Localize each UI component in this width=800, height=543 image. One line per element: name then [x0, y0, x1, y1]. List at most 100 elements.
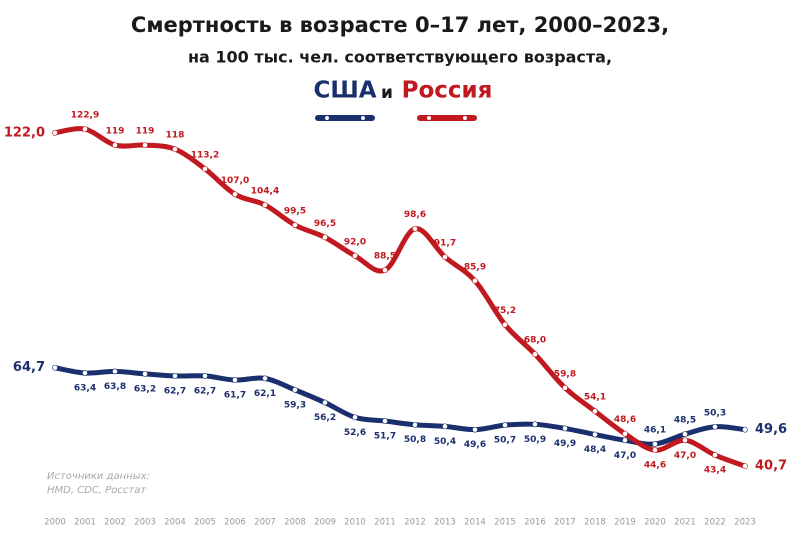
series: 64,7 63,4 63,8 63,2 62,7 62,7 61,7 62,1 59,3 56,2…: [13, 360, 787, 461]
data-point: [292, 222, 298, 228]
data-point: [502, 422, 508, 429]
data-point: [592, 431, 598, 438]
x-tick-label: 2009: [314, 518, 336, 528]
x-tick-label: 2004: [164, 518, 186, 528]
data-label: 92,0: [344, 237, 366, 247]
x-tick-label: 2021: [674, 518, 696, 528]
data-label: 49,9: [554, 439, 576, 449]
x-tick-label: 2003: [134, 518, 156, 528]
chart-subtitle: на 100 тыс. чел. соответствующего возрас…: [188, 48, 612, 67]
data-label: 85,9: [464, 262, 486, 272]
data-point: [82, 126, 88, 133]
chart-title: Смертность в возрасте 0–17 лет, 2000–202…: [131, 13, 669, 37]
data-label: 47,0: [674, 451, 696, 461]
legend-dot: [361, 116, 365, 120]
data-point: [352, 414, 358, 421]
x-tick-label: 2020: [644, 518, 666, 528]
x-tick-label: 2014: [464, 518, 486, 528]
data-point: [682, 431, 688, 438]
data-label: 64,7: [13, 360, 45, 375]
data-label: 63,2: [134, 384, 156, 394]
data-label: 113,2: [191, 150, 219, 160]
data-point: [52, 129, 58, 136]
data-label: 75,2: [494, 306, 516, 316]
data-label: 46,1: [644, 425, 666, 435]
data-label: 88,5: [374, 252, 396, 262]
data-point: [682, 437, 688, 444]
data-point: [442, 254, 448, 260]
data-point: [262, 375, 268, 382]
data-point: [142, 370, 148, 377]
x-tick-label: 2000: [44, 518, 66, 528]
data-label: 50,4: [434, 437, 456, 447]
data-label: 119: [106, 127, 125, 137]
data-point: [142, 142, 148, 148]
x-tick-label: 2006: [224, 518, 246, 528]
data-point: [112, 142, 118, 148]
x-tick-label: 2012: [404, 518, 426, 528]
data-point: [712, 423, 718, 430]
data-point: [322, 399, 328, 406]
data-point: [562, 384, 568, 391]
data-point: [442, 423, 448, 430]
data-point: [652, 447, 658, 454]
data-point: [412, 421, 418, 428]
legend-label: Россия: [402, 78, 493, 104]
data-point: [472, 426, 478, 433]
data-point: [742, 426, 748, 433]
data-point: [322, 234, 328, 241]
data-label: 49,6: [464, 440, 486, 450]
data-point: [712, 452, 718, 458]
legend-label: США: [313, 78, 376, 104]
data-label: 118: [166, 131, 185, 141]
data-point: [52, 364, 58, 371]
data-label: 51,7: [374, 432, 396, 442]
data-label: 122,0: [4, 125, 45, 140]
data-label: 68,0: [524, 336, 546, 346]
data-label: 119: [136, 127, 155, 137]
x-tick-label: 2002: [104, 518, 126, 528]
x-tick-label: 2007: [254, 518, 276, 528]
data-label: 96,5: [314, 219, 336, 229]
x-tick-label: 2001: [74, 518, 96, 528]
x-tick-label: 2005: [194, 518, 216, 528]
series-line: [52, 365, 748, 447]
data-label: 62,7: [164, 386, 186, 396]
data-point: [232, 191, 238, 198]
data-point: [652, 441, 658, 447]
data-label: 50,8: [404, 435, 426, 445]
data-point: [82, 370, 88, 376]
data-point: [202, 373, 208, 379]
data-point: [622, 430, 628, 437]
x-tick-label: 2022: [704, 518, 726, 528]
data-label: 61,7: [224, 391, 246, 401]
data-point: [112, 368, 118, 375]
legend-joiner: и: [381, 83, 393, 103]
data-point: [172, 373, 178, 379]
series-line: [52, 126, 748, 469]
data-point: [532, 421, 538, 428]
data-label: 63,8: [104, 382, 126, 392]
data-label: 49,6: [755, 422, 787, 437]
data-point: [382, 418, 388, 424]
data-label: 59,8: [554, 369, 576, 379]
data-point: [232, 377, 238, 383]
source-label: Источники данных:: [47, 471, 150, 482]
x-tick-label: 2016: [524, 518, 546, 528]
legend-dot: [427, 116, 431, 120]
data-point: [532, 351, 538, 358]
legend-dot: [325, 116, 329, 120]
data-label: 63,4: [74, 384, 96, 394]
data-point: [622, 437, 628, 444]
data-label: 52,6: [344, 428, 366, 438]
source-text: HMD, CDC, Росстат: [47, 485, 147, 496]
data-point: [382, 267, 388, 274]
data-label: 59,3: [284, 400, 306, 410]
data-label: 62,1: [254, 389, 276, 399]
data-label: 48,4: [584, 445, 606, 455]
data-label: 56,2: [314, 413, 336, 423]
x-tick-label: 2018: [584, 518, 606, 528]
data-point: [562, 425, 568, 432]
legend: США и Россия: [313, 78, 492, 104]
data-label: 91,7: [434, 239, 456, 249]
